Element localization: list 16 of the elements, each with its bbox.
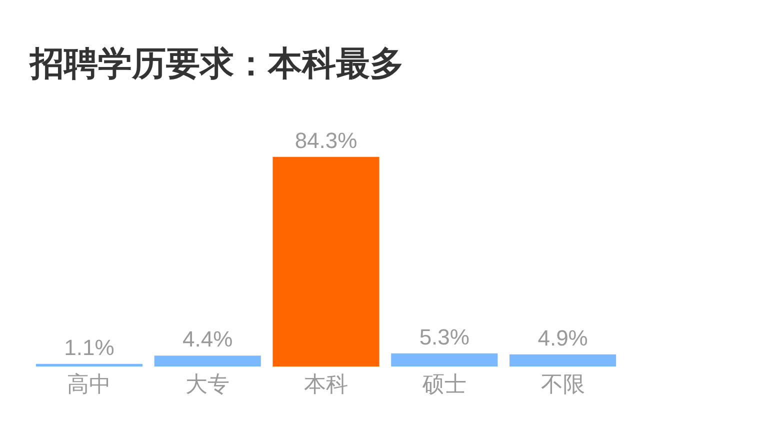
bar (36, 364, 142, 367)
data-label: 5.3% (419, 324, 470, 350)
x-tick-label: 本科 (304, 372, 348, 398)
data-label: 1.1% (64, 334, 114, 360)
bar (154, 356, 261, 367)
bar (272, 156, 380, 367)
x-tick-label: 硕士 (421, 372, 466, 398)
data-label: 84.3% (294, 128, 358, 153)
data-label: 4.9% (538, 325, 588, 350)
data-label: 4.4% (182, 326, 233, 352)
x-tick-label: 高中 (67, 372, 112, 398)
bar (510, 354, 616, 367)
x-tick-label: 不限 (540, 372, 585, 398)
bar (391, 353, 498, 367)
chart-title: 招聘学历要求：本科最多 (28, 44, 404, 84)
x-tick-label: 大专 (186, 372, 230, 398)
